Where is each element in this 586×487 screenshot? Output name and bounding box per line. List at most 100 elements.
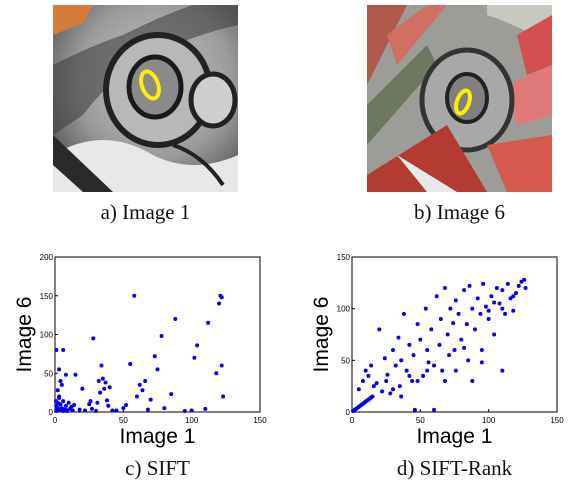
data-point [445,332,450,337]
data-point [94,409,98,413]
keypoint-ellipse [454,88,472,116]
data-point [384,379,389,383]
data-point [54,348,59,352]
x-tick-label: 0 [350,416,355,425]
scatter-plot-sift-rank: 0 50 100 150 0 50 100 150 Image 1 Image 6 [310,253,564,448]
data-point [70,408,75,413]
y-axis-label: Image 6 [310,297,333,373]
y-tick-label: 200 [40,253,54,262]
data-point [462,345,467,350]
data-point [489,294,494,299]
data-point [380,389,385,394]
data-point [447,353,452,358]
data-point [399,394,404,399]
data-point [466,358,471,363]
data-point [77,407,82,412]
data-point [99,363,104,368]
data-point [124,403,129,408]
image-1-thumbnail [53,5,238,192]
y-tick-label: 0 [49,408,54,417]
data-point [448,306,453,311]
data-point [135,394,139,399]
data-point [473,327,477,332]
data-point [72,403,77,408]
scatter-plot-sift: 0 50 100 150 0 50 100 150 200 Image 1 Image 6 [13,253,267,448]
y-tick-label: 100 [337,305,351,314]
data-point [104,398,109,403]
data-point [173,317,178,321]
data-point [407,373,412,378]
data-point [63,372,68,377]
data-point [519,279,524,284]
data-point [516,283,521,288]
data-point [132,293,137,298]
data-point [404,368,409,373]
data-point [470,306,475,311]
data-point [407,342,412,347]
data-point [374,381,379,386]
image-6-thumbnail [367,5,552,192]
data-point [432,407,436,412]
x-tick-label: 50 [119,416,128,425]
data-point [442,286,447,290]
data-point [96,379,101,383]
data-point [221,394,226,399]
data-point [399,358,404,363]
data-point [492,332,497,337]
data-point [382,356,387,361]
data-point [391,387,395,392]
data-point [511,308,516,313]
data-point [169,392,174,397]
data-point [432,363,436,368]
data-point [189,408,194,413]
data-point [451,321,456,326]
data-point [423,306,428,311]
data-point [55,388,60,393]
data-point [438,317,443,321]
data-point [505,281,510,286]
data-point [63,407,68,412]
data-point [83,408,88,413]
data-point [370,394,375,399]
y-axis-label: Image 6 [13,297,36,373]
data-point [459,337,464,342]
data-point [425,368,430,373]
data-point [425,348,430,352]
data-point [415,379,420,383]
data-point [503,311,508,316]
x-axis-label: Image 1 [120,425,196,448]
data-point [479,348,484,352]
data-point [494,286,499,290]
data-point [500,288,505,293]
y-tick-label: 50 [341,356,350,365]
data-point [410,379,415,383]
data-point [467,283,472,288]
y-tick-label: 50 [44,369,53,378]
data-point [452,348,457,352]
data-point [206,320,211,325]
data-point [114,408,119,413]
data-point [523,286,528,290]
data-point [66,400,71,405]
data-point [401,311,406,316]
data-point [429,327,434,332]
data-point [148,397,153,402]
data-point [440,368,445,373]
data-point [140,388,145,393]
data-point [453,298,458,303]
data-point [388,391,393,396]
data-point [58,379,63,383]
data-point [87,402,92,407]
data-point [89,406,94,411]
data-point [415,322,420,327]
data-point [500,368,505,373]
data-point [453,368,458,373]
data-point [514,291,518,296]
data-point [391,348,395,352]
data-point [412,407,417,412]
keypoint-ellipse [139,69,161,101]
data-point [203,406,208,411]
data-point [121,406,126,411]
data-point [107,385,112,390]
data-point [214,371,219,376]
